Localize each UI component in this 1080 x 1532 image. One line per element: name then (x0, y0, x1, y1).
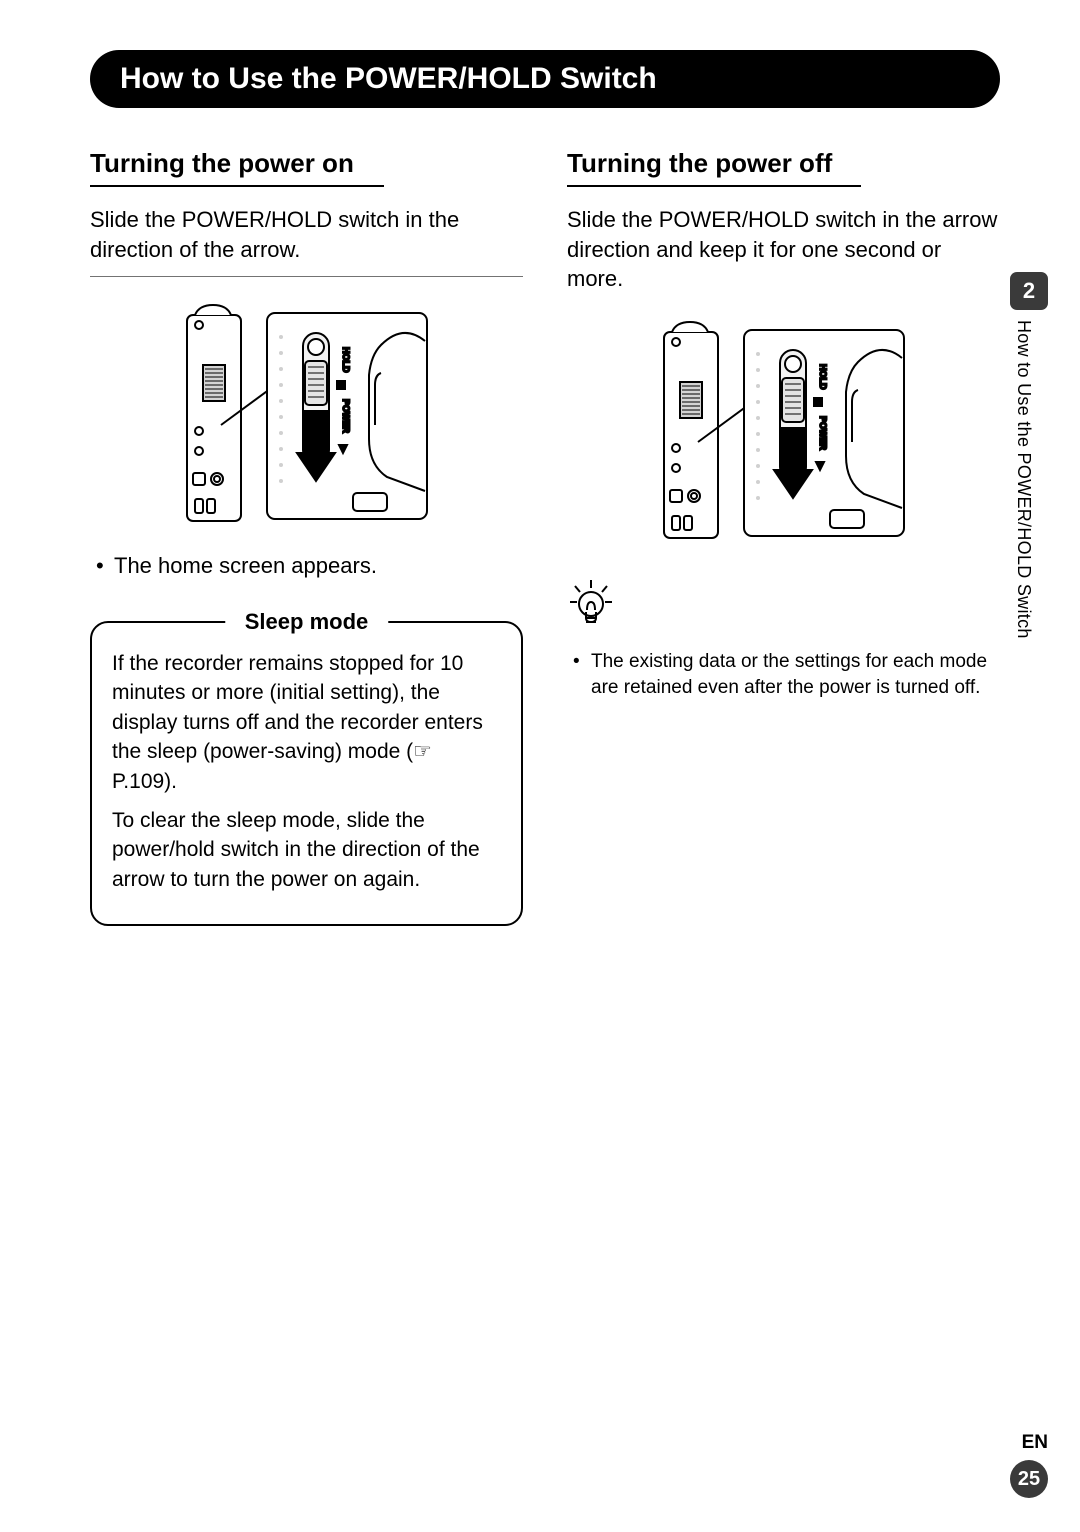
switch-hold-label-2: HOLD (818, 364, 828, 390)
switch-power-label-2: POWER (818, 416, 828, 451)
divider (90, 276, 523, 277)
tip-icon (567, 578, 1000, 635)
power-off-tip-list: The existing data or the settings for ea… (567, 649, 1000, 700)
page-header: How to Use the POWER/HOLD Switch (90, 50, 1000, 108)
switch-power-label: POWER (341, 399, 351, 434)
sleep-mode-title: Sleep mode (225, 609, 388, 635)
power-on-bullet-1: The home screen appears. (96, 551, 523, 581)
footer-page-number: 25 (1010, 1460, 1048, 1498)
right-column: Turning the power off Slide the POWER/HO… (567, 148, 1000, 926)
power-off-illustration: HOLD POWER (654, 320, 914, 550)
sleep-mode-p1: If the recorder remains stopped for 10 m… (112, 649, 501, 796)
sleep-mode-note: Sleep mode If the recorder remains stopp… (90, 621, 523, 926)
chapter-tab: 2 (1010, 272, 1048, 310)
power-on-illustration: HOLD POWER (177, 303, 437, 533)
power-on-title: Turning the power on (90, 148, 384, 187)
sleep-mode-p2: To clear the sleep mode, slide the power… (112, 806, 501, 894)
power-off-body: Slide the POWER/HOLD switch in the arrow… (567, 205, 1000, 294)
left-column: Turning the power on Slide the POWER/HOL… (90, 148, 523, 926)
power-off-title: Turning the power off (567, 148, 861, 187)
power-off-tip: The existing data or the settings for ea… (573, 649, 1000, 700)
side-running-head: How to Use the POWER/HOLD Switch (1013, 320, 1034, 639)
power-on-body: Slide the POWER/HOLD switch in the direc… (90, 205, 523, 264)
switch-hold-label: HOLD (341, 347, 351, 373)
power-on-bullets: The home screen appears. (90, 551, 523, 581)
footer-language: EN (1022, 1432, 1048, 1454)
